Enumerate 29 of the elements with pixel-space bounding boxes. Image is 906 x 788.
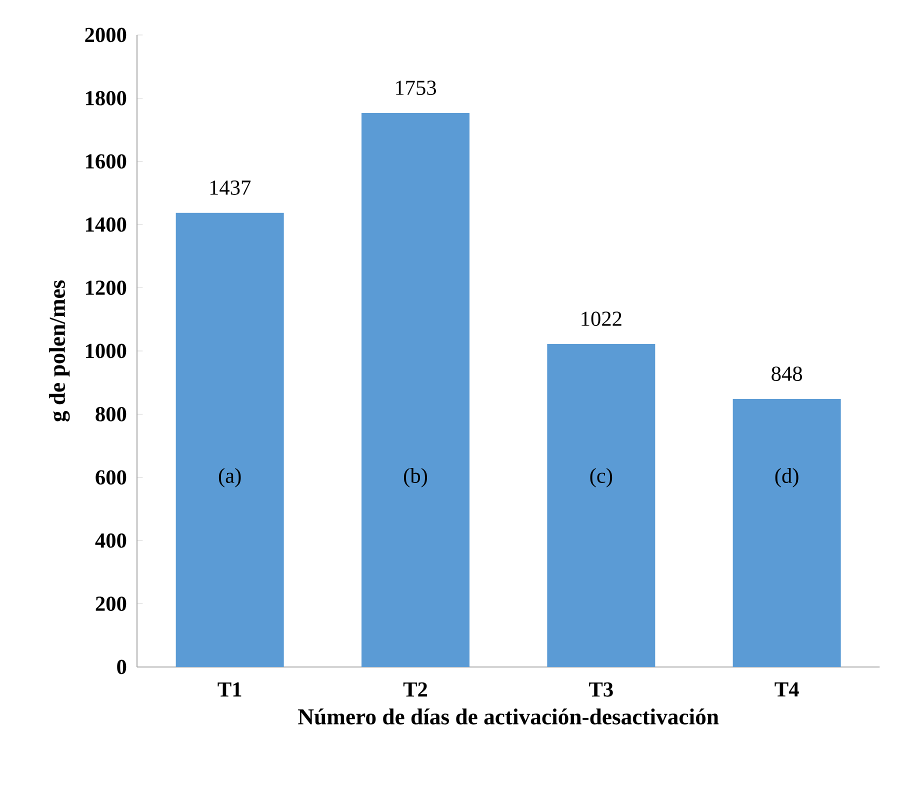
data-label: 848	[772, 366, 802, 381]
y-tick-label: 1400	[86, 217, 126, 232]
data-label: 1437	[210, 180, 251, 195]
annotation: (a)	[218, 468, 241, 488]
x-tick-label: T3	[589, 682, 613, 697]
bar	[547, 344, 656, 667]
y-axis-title: g de polen/mes	[49, 280, 70, 422]
annotation: (b)	[404, 468, 428, 488]
x-tick-label: T1	[218, 682, 242, 696]
y-tick-label: 1200	[86, 280, 126, 295]
annotation: (d)	[775, 468, 798, 488]
y-tick-label: 0	[117, 660, 126, 674]
y-tick-label: 1000	[86, 344, 126, 358]
x-tick-label: T2	[403, 682, 428, 696]
y-tick-label: 600	[96, 470, 126, 485]
bar	[732, 399, 841, 667]
data-label: 1753	[396, 80, 436, 95]
y-tick-label: 400	[95, 533, 126, 548]
annotation: (c)	[590, 468, 612, 488]
y-tick-label: 2000	[85, 28, 126, 42]
bar	[362, 113, 470, 667]
bar	[176, 212, 284, 667]
y-tick-label: 1800	[86, 91, 126, 106]
y-tick-label: 200	[96, 596, 126, 611]
x-axis-title: Número de días de activación-desactivación	[298, 708, 719, 725]
y-tick-label: 1600	[86, 154, 126, 169]
x-tick-label: T4	[774, 682, 799, 696]
data-label: 1022	[582, 312, 622, 326]
y-tick-label: 800	[96, 407, 126, 422]
